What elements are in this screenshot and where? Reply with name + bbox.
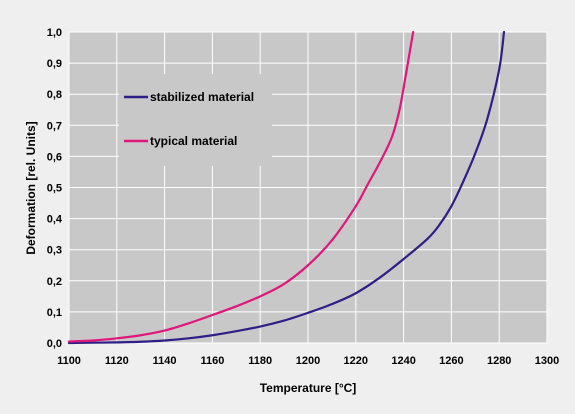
y-tick-label: 0,7 [47,120,62,132]
x-axis-label: Temperature [°C] [260,381,357,395]
y-tick-label: 0,2 [47,276,62,288]
y-tick-label: 0,4 [47,214,63,226]
x-tick-label: 1180 [248,355,272,367]
y-tick-label: 1,0 [47,27,62,39]
x-tick-label: 1280 [487,355,511,367]
legend-label-typical: typical material [150,134,237,148]
y-tick-label: 0,9 [47,58,62,70]
y-tick-label: 0,3 [47,245,62,257]
x-tick-label: 1100 [57,355,81,367]
y-tick-label: 0,6 [47,151,62,163]
x-tick-label: 1240 [391,355,415,367]
x-tick-label: 1120 [105,355,129,367]
x-tick-label: 1140 [153,355,177,367]
x-tick-label: 1220 [344,355,368,367]
x-tick-label: 1300 [535,355,559,367]
legend-box [119,74,272,166]
y-tick-label: 0,8 [47,89,62,101]
legend: stabilized material typical material [119,74,272,166]
x-tick-label: 1200 [296,355,320,367]
y-axis-ticks: 0,0 0,1 0,2 0,3 0,4 0,5 0,6 0,7 0,8 0,9 1,0 [47,27,63,350]
x-axis-ticks: 1100 1120 1140 1160 1180 1200 1220 1240 1260 1280… [57,355,559,367]
series-layer [67,30,506,345]
y-tick-label: 0,0 [47,338,62,350]
series-line-typical [67,30,415,343]
x-tick-label: 1260 [439,355,463,367]
y-tick-label: 0,1 [47,307,62,319]
series-line-stabilized [67,30,506,345]
legend-label-stabilized: stabilized material [150,90,254,104]
y-tick-label: 0,5 [47,183,62,195]
x-tick-label: 1160 [200,355,224,367]
y-axis-label: Deformation [rel. Units] [24,121,38,254]
